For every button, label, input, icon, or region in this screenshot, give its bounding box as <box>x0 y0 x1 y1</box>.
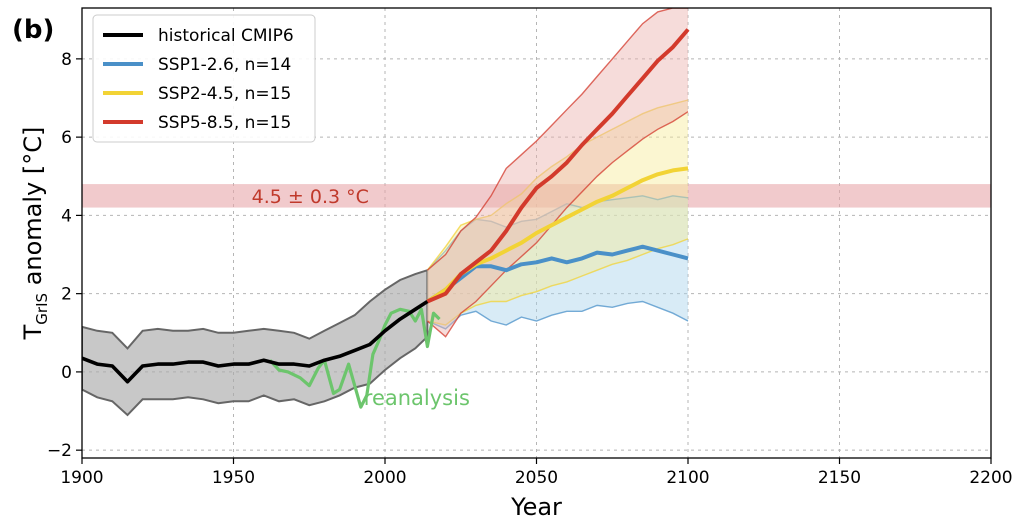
y-tick-label: 4 <box>61 206 72 226</box>
line-historical-cmip6 <box>82 299 429 384</box>
legend-label-historical-cmip6: historical CMIP6 <box>158 26 294 46</box>
legend: historical CMIP6 SSP1-2.6, n=14 SSP2-4.5, … <box>92 14 316 143</box>
band-upper-ssp1-2-6-n-14 <box>426 195 689 271</box>
x-tick-label: 2050 <box>515 468 558 488</box>
band-ssp1-2-6-n-14 <box>427 195 688 329</box>
band-lower-ssp1-2-6-n-14 <box>427 300 689 330</box>
threshold-band <box>82 184 991 208</box>
y-axis-label: TGrIS anomaly [°C] <box>19 127 51 341</box>
x-tick-label: 2150 <box>818 468 861 488</box>
x-tick-label: 2000 <box>363 468 406 488</box>
threshold-band-label: 4.5 ± 0.3 °C <box>252 186 369 208</box>
x-axis-label: Year <box>510 493 562 521</box>
x-tick-label: 1900 <box>60 468 103 488</box>
band-upper-ssp5-8-5-n-15 <box>426 8 688 271</box>
y-axis-label-rest: anomaly [°C] <box>19 127 47 293</box>
band-ssp2-4-5-n-15 <box>427 100 688 325</box>
y-tick-label: −2 <box>47 441 72 461</box>
plot-area <box>82 8 991 458</box>
line-ssp5-8-5-n-15 <box>426 28 690 304</box>
y-tick-label: 0 <box>61 363 72 383</box>
y-tick-label: 8 <box>61 50 72 70</box>
x-tick-label: 1950 <box>212 468 255 488</box>
legend-label-ssp2-4-5-n-15: SSP2-4.5, n=15 <box>158 84 291 104</box>
y-axis-label-main: T <box>19 324 47 340</box>
x-tick-label: 2200 <box>969 468 1012 488</box>
band-lower-ssp5-8-5-n-15 <box>426 111 689 338</box>
y-tick-label: 6 <box>61 128 72 148</box>
line-reanalysis <box>268 307 441 409</box>
band-lower-ssp2-4-5-n-15 <box>427 238 689 326</box>
y-axis-label-subscript: GrIS <box>33 293 51 325</box>
y-tick-label: 2 <box>61 285 72 305</box>
legend-label-ssp5-8-5-n-15: SSP5-8.5, n=15 <box>158 113 291 133</box>
panel-label: (b) <box>12 15 54 45</box>
reanalysis-label: reanalysis <box>364 386 470 410</box>
x-tick-label: 2100 <box>666 468 709 488</box>
legend-box <box>92 14 316 143</box>
legend-label-ssp1-2-6-n-14: SSP1-2.6, n=14 <box>158 55 291 75</box>
